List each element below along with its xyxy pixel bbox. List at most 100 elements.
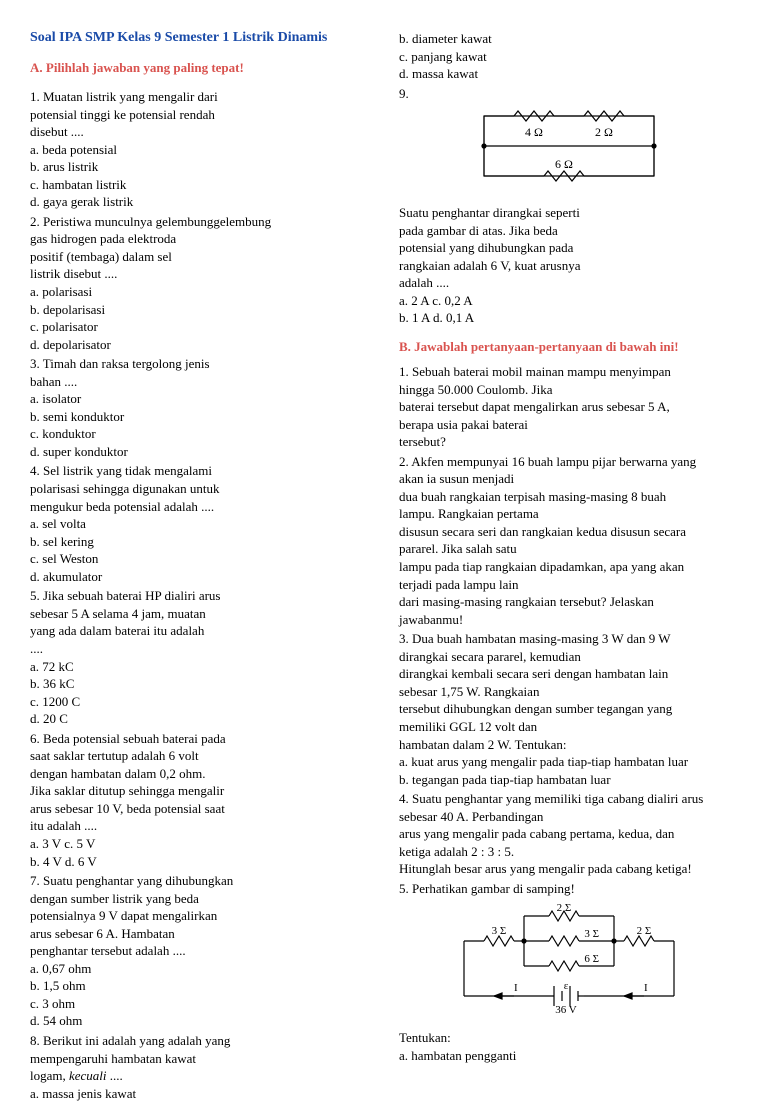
bq1-line: berapa usia pakai baterai bbox=[399, 416, 738, 434]
q7-line: arus sebesar 6 A. Hambatan bbox=[30, 925, 369, 943]
bq1-line: 1. Sebuah baterai mobil mainan mampu men… bbox=[399, 363, 738, 381]
q5-opt-a: a. 72 kC bbox=[30, 658, 369, 676]
bq2-line: 2. Akfen mempunyai 16 buah lampu pijar b… bbox=[399, 453, 738, 471]
q7-opt-b: b. 1,5 ohm bbox=[30, 977, 369, 995]
bq3-line: memiliki GGL 12 volt dan bbox=[399, 718, 738, 736]
question-8: 8. Berikut ini adalah yang adalah yang m… bbox=[30, 1032, 369, 1102]
circuit-diagram-1: 4 Ω 2 Ω 6 Ω bbox=[464, 106, 674, 196]
q7-line: potensialnya 9 V dapat mengalirkan bbox=[30, 907, 369, 925]
q4-line: polarisasi sehingga digunakan untuk bbox=[30, 480, 369, 498]
circuit2-v: 36 V bbox=[555, 1004, 577, 1016]
bq3-line: 3. Dua buah hambatan masing-masing 3 W d… bbox=[399, 630, 738, 648]
q6-line: 6. Beda potensial sebuah baterai pada bbox=[30, 730, 369, 748]
q6-line: dengan hambatan dalam 0,2 ohm. bbox=[30, 765, 369, 783]
circuit1-r2: 2 Ω bbox=[595, 125, 613, 139]
q8-opt-a: a. massa jenis kawat bbox=[30, 1085, 369, 1102]
q8-opt-b: b. diameter kawat bbox=[399, 30, 738, 48]
bq2-line: dari masing-masing rangkaian tersebut? J… bbox=[399, 593, 738, 611]
circuit2-r4: 2 Σ bbox=[636, 925, 651, 937]
q8-line: logam, kecuali .... bbox=[30, 1067, 369, 1085]
q7-line: 7. Suatu penghantar yang dihubungkan bbox=[30, 872, 369, 890]
bq2-line: akan ia susun menjadi bbox=[399, 470, 738, 488]
q9-line: Suatu penghantar dirangkai seperti bbox=[399, 204, 738, 222]
b-after: Tentukan: a. hambatan pengganti bbox=[399, 1029, 738, 1064]
q5-opt-c: c. 1200 C bbox=[30, 693, 369, 711]
q1-opt-d: d. gaya gerak listrik bbox=[30, 193, 369, 211]
bq3-line: b. tegangan pada tiap-tiap hambatan luar bbox=[399, 771, 738, 789]
bq2-line: jawabanmu! bbox=[399, 611, 738, 629]
q2-opt-a: a. polarisasi bbox=[30, 283, 369, 301]
circuit2-r3: 3 Σ bbox=[584, 928, 599, 940]
b-question-5: 5. Perhatikan gambar di samping! bbox=[399, 880, 738, 898]
q9-opt-a: a. 2 A c. 0,2 A bbox=[399, 292, 738, 310]
q9-num: 9. bbox=[399, 85, 738, 103]
bq4-line: arus yang mengalir pada cabang pertama, … bbox=[399, 825, 738, 843]
q4-opt-b: b. sel kering bbox=[30, 533, 369, 551]
q5-opt-b: b. 36 kC bbox=[30, 675, 369, 693]
circuit2-i2: I bbox=[644, 982, 648, 994]
q9-line: adalah .... bbox=[399, 274, 738, 292]
q6-line: arus sebesar 10 V, beda potensial saat bbox=[30, 800, 369, 818]
after-line: Tentukan: bbox=[399, 1029, 738, 1047]
circuit2-i1: I bbox=[514, 982, 518, 994]
q9-line: potensial yang dihubungkan pada bbox=[399, 239, 738, 257]
question-5: 5. Jika sebuah baterai HP dialiri arus s… bbox=[30, 587, 369, 727]
question-9: 9. bbox=[399, 85, 738, 327]
q9-line: pada gambar di atas. Jika beda bbox=[399, 222, 738, 240]
q2-line: gas hidrogen pada elektroda bbox=[30, 230, 369, 248]
q1-line: disebut .... bbox=[30, 123, 369, 141]
bq2-line: lampu. Rangkaian pertama bbox=[399, 505, 738, 523]
q3-opt-d: d. super konduktor bbox=[30, 443, 369, 461]
b-question-2: 2. Akfen mempunyai 16 buah lampu pijar b… bbox=[399, 453, 738, 628]
q9-opt-b: b. 1 A d. 0,1 A bbox=[399, 309, 738, 327]
bq4-line: Hitunglah besar arus yang mengalir pada … bbox=[399, 860, 738, 878]
after-line: a. hambatan pengganti bbox=[399, 1047, 738, 1065]
q6-line: itu adalah .... bbox=[30, 817, 369, 835]
q1-opt-b: b. arus listrik bbox=[30, 158, 369, 176]
b-question-3: 3. Dua buah hambatan masing-masing 3 W d… bbox=[399, 630, 738, 788]
q3-opt-a: a. isolator bbox=[30, 390, 369, 408]
question-6: 6. Beda potensial sebuah baterai pada sa… bbox=[30, 730, 369, 870]
q7-opt-c: c. 3 ohm bbox=[30, 995, 369, 1013]
q4-line: mengukur beda potensial adalah .... bbox=[30, 498, 369, 516]
circuit2-emf: ε bbox=[563, 980, 568, 992]
bq3-line: tersebut dihubungkan dengan sumber tegan… bbox=[399, 700, 738, 718]
bq2-line: terjadi pada lampu lain bbox=[399, 576, 738, 594]
right-column: b. diameter kawat c. panjang kawat d. ma… bbox=[399, 30, 738, 1004]
question-3: 3. Timah dan raksa tergolong jenis bahan… bbox=[30, 355, 369, 460]
q3-line: 3. Timah dan raksa tergolong jenis bbox=[30, 355, 369, 373]
bq2-line: lampu pada tiap rangkaian dipadamkan, ap… bbox=[399, 558, 738, 576]
q2-opt-b: b. depolarisasi bbox=[30, 301, 369, 319]
q1-opt-c: c. hambatan listrik bbox=[30, 176, 369, 194]
circuit2-r5: 6 Σ bbox=[584, 953, 599, 965]
q8-text: logam, kecuali .... bbox=[30, 1068, 123, 1083]
q3-opt-b: b. semi konduktor bbox=[30, 408, 369, 426]
bq2-line: disusun secara seri dan rangkaian kedua … bbox=[399, 523, 738, 541]
left-column: Soal IPA SMP Kelas 9 Semester 1 Listrik … bbox=[30, 30, 369, 1004]
q1-line: 1. Muatan listrik yang mengalir dari bbox=[30, 88, 369, 106]
question-4: 4. Sel listrik yang tidak mengalami pola… bbox=[30, 462, 369, 585]
q6-line: Jika saklar ditutup sehingga mengalir bbox=[30, 782, 369, 800]
bq2-line: pararel. Jika salah satu bbox=[399, 540, 738, 558]
q7-opt-a: a. 0,67 ohm bbox=[30, 960, 369, 978]
q4-line: 4. Sel listrik yang tidak mengalami bbox=[30, 462, 369, 480]
q7-line: penghantar tersebut adalah .... bbox=[30, 942, 369, 960]
circuit1-r3: 6 Ω bbox=[555, 157, 573, 171]
circuit2-r1: 2 Σ bbox=[556, 902, 571, 914]
q5-opt-d: d. 20 C bbox=[30, 710, 369, 728]
q2-line: listrik disebut .... bbox=[30, 265, 369, 283]
q6-opt-b: b. 4 V d. 6 V bbox=[30, 853, 369, 871]
q1-line: potensial tinggi ke potensial rendah bbox=[30, 106, 369, 124]
document-title: Soal IPA SMP Kelas 9 Semester 1 Listrik … bbox=[30, 30, 369, 46]
q5-line: .... bbox=[30, 640, 369, 658]
bq3-line: dirangkai secara pararel, kemudian bbox=[399, 648, 738, 666]
q6-opt-a: a. 3 V c. 5 V bbox=[30, 835, 369, 853]
q8-line: 8. Berikut ini adalah yang adalah yang bbox=[30, 1032, 369, 1050]
question-2: 2. Peristiwa munculnya gelembunggelembun… bbox=[30, 213, 369, 353]
bq4-line: 4. Suatu penghantar yang memiliki tiga c… bbox=[399, 790, 738, 808]
q2-line: positif (tembaga) dalam sel bbox=[30, 248, 369, 266]
q4-opt-c: c. sel Weston bbox=[30, 550, 369, 568]
bq1-line: tersebut? bbox=[399, 433, 738, 451]
question-8-continued: b. diameter kawat c. panjang kawat d. ma… bbox=[399, 30, 738, 83]
q3-line: bahan .... bbox=[30, 373, 369, 391]
